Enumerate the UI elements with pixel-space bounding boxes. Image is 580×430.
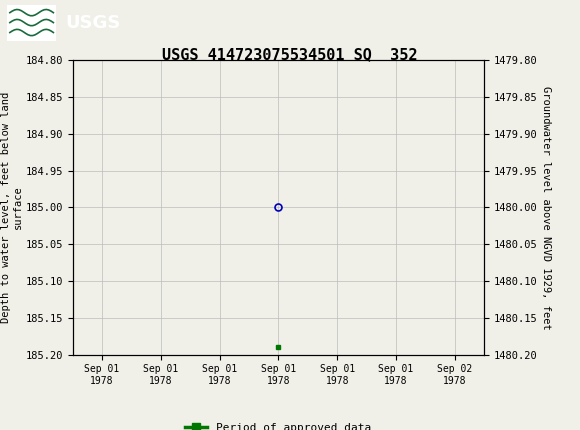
Y-axis label: Depth to water level, feet below land
surface: Depth to water level, feet below land su… xyxy=(1,92,23,323)
Legend: Period of approved data: Period of approved data xyxy=(181,419,376,430)
Y-axis label: Groundwater level above NGVD 1929, feet: Groundwater level above NGVD 1929, feet xyxy=(541,86,550,329)
Text: USGS: USGS xyxy=(65,14,120,31)
Text: USGS 414723075534501 SQ  352: USGS 414723075534501 SQ 352 xyxy=(162,47,418,62)
FancyBboxPatch shape xyxy=(7,4,56,41)
